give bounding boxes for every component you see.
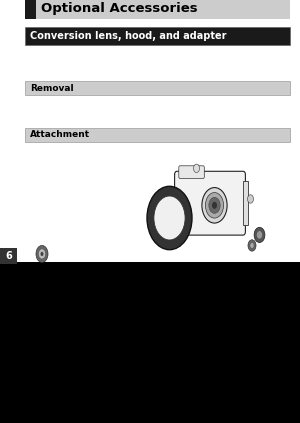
FancyBboxPatch shape: [243, 181, 248, 225]
FancyBboxPatch shape: [179, 166, 204, 179]
Circle shape: [248, 195, 254, 203]
Circle shape: [250, 242, 254, 248]
Circle shape: [147, 186, 192, 250]
FancyBboxPatch shape: [25, 128, 290, 142]
Circle shape: [206, 192, 224, 218]
Circle shape: [194, 164, 200, 173]
Text: Attachment: Attachment: [30, 130, 90, 140]
Circle shape: [40, 252, 43, 256]
Text: Optional Accessories: Optional Accessories: [41, 2, 198, 15]
Text: 6: 6: [5, 251, 12, 261]
Circle shape: [38, 249, 46, 259]
Circle shape: [212, 202, 217, 209]
Text: Removal: Removal: [30, 84, 74, 93]
FancyBboxPatch shape: [25, 0, 290, 19]
FancyBboxPatch shape: [25, 0, 36, 19]
Circle shape: [202, 187, 227, 223]
FancyBboxPatch shape: [175, 171, 245, 235]
FancyBboxPatch shape: [0, 248, 16, 264]
FancyBboxPatch shape: [0, 0, 300, 262]
FancyBboxPatch shape: [25, 27, 290, 45]
FancyBboxPatch shape: [25, 82, 290, 96]
Text: Conversion lens, hood, and adapter: Conversion lens, hood, and adapter: [30, 31, 227, 41]
Circle shape: [209, 197, 220, 213]
Circle shape: [254, 227, 265, 242]
Circle shape: [36, 245, 48, 262]
Circle shape: [256, 231, 262, 239]
Circle shape: [154, 196, 185, 240]
Circle shape: [248, 240, 256, 251]
